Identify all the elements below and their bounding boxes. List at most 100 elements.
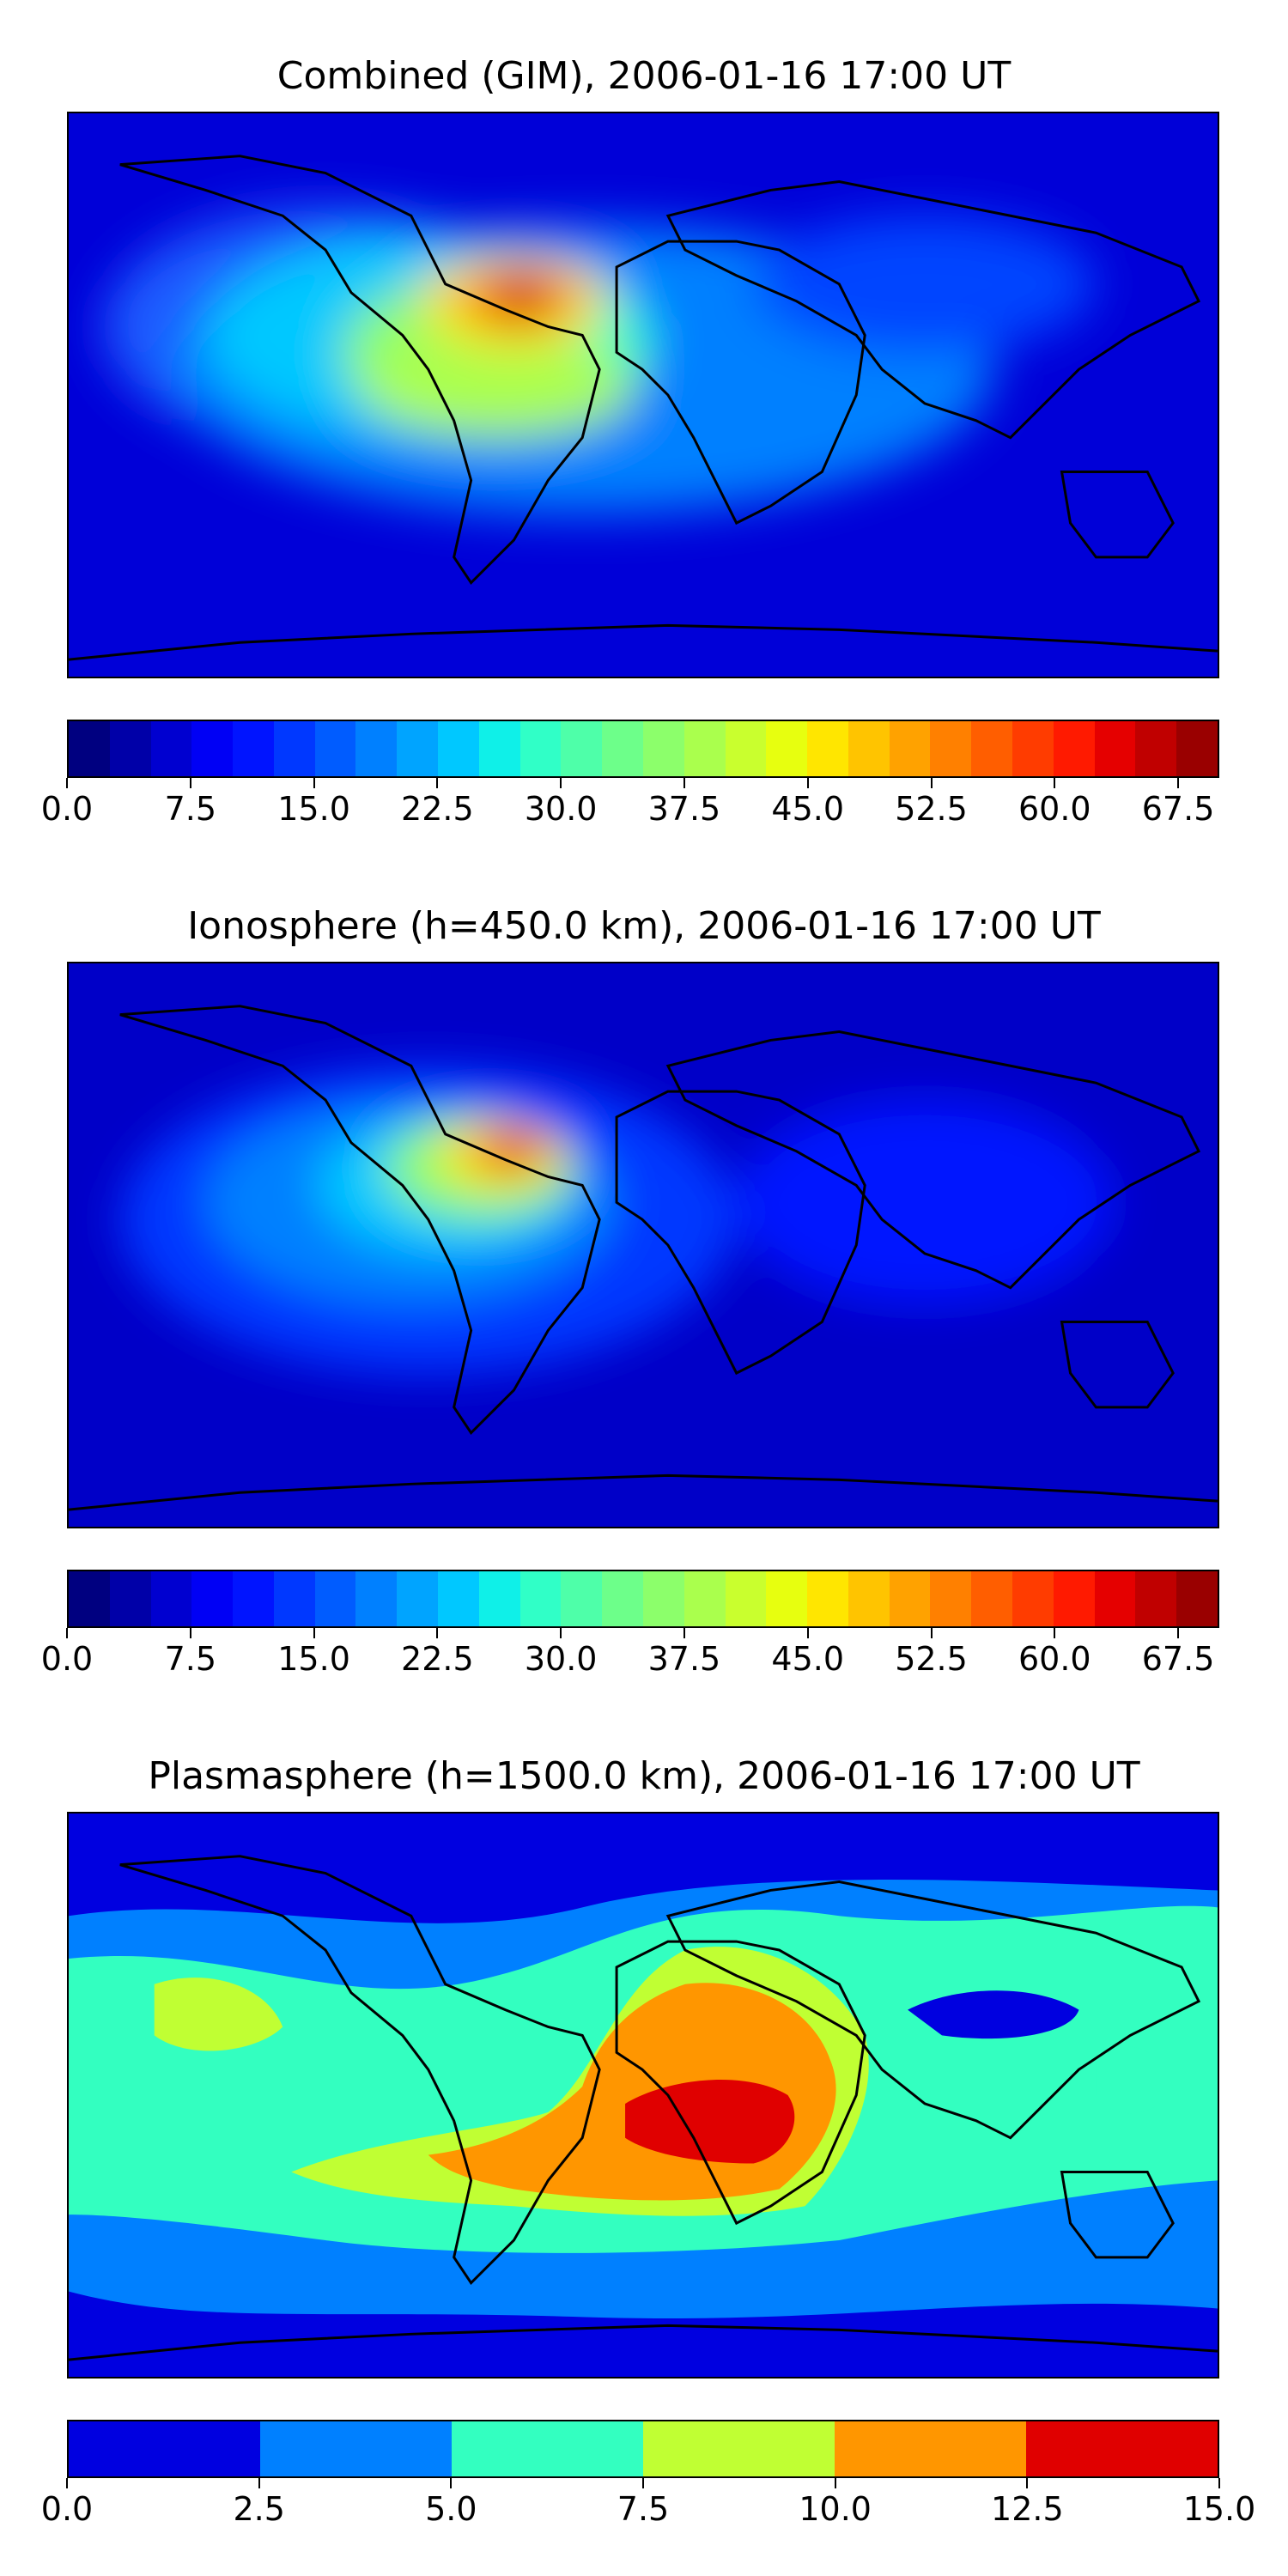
colorbar-swatch <box>602 721 643 776</box>
colorbar-swatch <box>1026 2421 1218 2476</box>
colorbar-tick <box>683 778 685 788</box>
panel-1-tec-field <box>69 113 1218 677</box>
colorbar-tick <box>66 1628 68 1638</box>
colorbar-tick-label: 0.0 <box>40 790 94 828</box>
colorbar-tick-label: 15.0 <box>1182 2490 1256 2528</box>
colorbar-swatch <box>438 721 479 776</box>
colorbar-swatch <box>191 721 234 776</box>
colorbar-swatch <box>233 1571 274 1626</box>
colorbar-swatch <box>835 2421 1026 2476</box>
colorbar-swatch <box>519 721 562 776</box>
colorbar-tick <box>806 778 809 788</box>
colorbar-tick-label: 10.0 <box>799 2490 872 2528</box>
colorbar-swatch <box>642 1571 684 1626</box>
colorbar-swatch <box>971 721 1012 776</box>
colorbar-swatch <box>452 2421 643 2476</box>
colorbar-tick-label: 52.5 <box>895 790 968 828</box>
colorbar-tick-label: 5.0 <box>425 2490 477 2528</box>
colorbar-swatch <box>355 1571 398 1626</box>
colorbar-swatch <box>725 1571 767 1626</box>
colorbar-tick-label: 7.5 <box>164 1640 216 1678</box>
colorbar-swatch <box>1012 721 1054 776</box>
panel-3-map <box>67 1812 1219 2379</box>
colorbar-swatch <box>69 2421 260 2476</box>
colorbar-swatch <box>683 1571 726 1626</box>
colorbar-tick <box>258 2478 260 2488</box>
colorbar-swatch <box>1135 721 1177 776</box>
colorbar-tick-label: 30.0 <box>524 1640 598 1678</box>
panel-2-tec-field <box>69 963 1218 1527</box>
colorbar-swatch <box>683 721 726 776</box>
panel-1-title: Combined (GIM), 2006-01-16 17:00 UT <box>276 54 1012 98</box>
colorbar-swatch <box>643 2421 835 2476</box>
colorbar-swatch <box>848 721 890 776</box>
colorbar-tick <box>436 1628 439 1638</box>
colorbar-swatch <box>314 1571 356 1626</box>
panel-2-colorbar-ticks: 0.0 7.5 15.0 22.5 30.0 37.5 45.0 52.5 60.0 67.5 <box>41 1628 1219 1680</box>
colorbar-tick-label: 52.5 <box>895 1640 968 1678</box>
colorbar-swatch <box>260 2421 452 2476</box>
colorbar-swatch <box>766 1571 808 1626</box>
colorbar-tick-label: 67.5 <box>1141 1640 1215 1678</box>
colorbar-swatch <box>478 721 520 776</box>
colorbar-tick-label: 67.5 <box>1141 790 1215 828</box>
colorbar-tick-label: 7.5 <box>164 790 216 828</box>
colorbar-tick <box>1054 778 1056 788</box>
colorbar-tick <box>642 2478 644 2488</box>
colorbar-swatch <box>561 721 603 776</box>
colorbar-swatch <box>314 721 356 776</box>
colorbar-tick <box>930 778 933 788</box>
panel-1-colorbar <box>67 720 1219 778</box>
panel-1-coastlines <box>69 155 1218 661</box>
colorbar-tick-label: 22.5 <box>401 790 474 828</box>
colorbar-swatch <box>1135 1571 1177 1626</box>
colorbar-tick <box>683 1628 685 1638</box>
colorbar-tick <box>66 2478 68 2488</box>
colorbar-swatch <box>561 1571 603 1626</box>
colorbar-swatch <box>725 721 767 776</box>
panel-3-tec-field <box>69 1814 1218 2377</box>
colorbar-swatch <box>109 1571 151 1626</box>
colorbar-swatch <box>602 1571 643 1626</box>
colorbar-tick <box>1177 1628 1180 1638</box>
colorbar-tick <box>1218 2478 1220 2488</box>
colorbar-tick <box>313 778 315 788</box>
panel-2-coastlines <box>69 1005 1218 1511</box>
colorbar-swatch <box>397 1571 439 1626</box>
panel-1-map <box>67 112 1219 678</box>
colorbar-swatch <box>355 721 398 776</box>
colorbar-tick-label: 7.5 <box>617 2490 670 2528</box>
colorbar-swatch <box>1053 1571 1095 1626</box>
colorbar-tick-label: 37.5 <box>647 1640 721 1678</box>
colorbar-tick-label: 12.5 <box>991 2490 1064 2528</box>
colorbar-swatch <box>930 721 972 776</box>
colorbar-swatch <box>807 721 848 776</box>
colorbar-swatch <box>233 721 274 776</box>
colorbar-tick-label: 45.0 <box>771 790 845 828</box>
colorbar-swatch <box>889 1571 931 1626</box>
panel-1-colorbar-ticks: 0.0 7.5 15.0 22.5 30.0 37.5 45.0 52.5 60.0 67.5 <box>41 778 1219 829</box>
panel-3-title: Plasmasphere (h=1500.0 km), 2006-01-16 1… <box>148 1754 1140 1798</box>
colorbar-swatch <box>69 1571 110 1626</box>
colorbar-swatch <box>273 721 315 776</box>
colorbar-swatch <box>807 1571 848 1626</box>
colorbar-swatch <box>191 1571 234 1626</box>
colorbar-tick <box>450 2478 453 2488</box>
colorbar-swatch <box>397 721 439 776</box>
colorbar-tick-label: 15.0 <box>277 790 350 828</box>
colorbar-tick-label: 60.0 <box>1018 790 1091 828</box>
colorbar-tick-label: 45.0 <box>771 1640 845 1678</box>
colorbar-swatch <box>1094 1571 1136 1626</box>
colorbar-tick <box>66 778 68 788</box>
panel-2-title: Ionosphere (h=450.0 km), 2006-01-16 17:0… <box>187 904 1101 948</box>
colorbar-tick <box>436 778 439 788</box>
colorbar-swatch <box>109 721 151 776</box>
panel-3-colorbar-ticks: 0.0 2.5 5.0 7.5 10.0 12.5 15.0 <box>41 2478 1255 2530</box>
colorbar-tick <box>189 1628 191 1638</box>
colorbar-swatch <box>642 721 684 776</box>
panel-3-coastlines <box>69 1855 1218 2361</box>
colorbar-swatch <box>971 1571 1012 1626</box>
colorbar-tick-label: 2.5 <box>233 2490 285 2528</box>
colorbar-tick <box>1177 778 1180 788</box>
colorbar-tick-label: 37.5 <box>647 790 721 828</box>
